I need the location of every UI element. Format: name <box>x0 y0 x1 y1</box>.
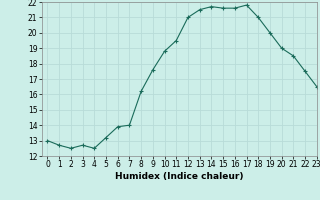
X-axis label: Humidex (Indice chaleur): Humidex (Indice chaleur) <box>115 172 244 181</box>
